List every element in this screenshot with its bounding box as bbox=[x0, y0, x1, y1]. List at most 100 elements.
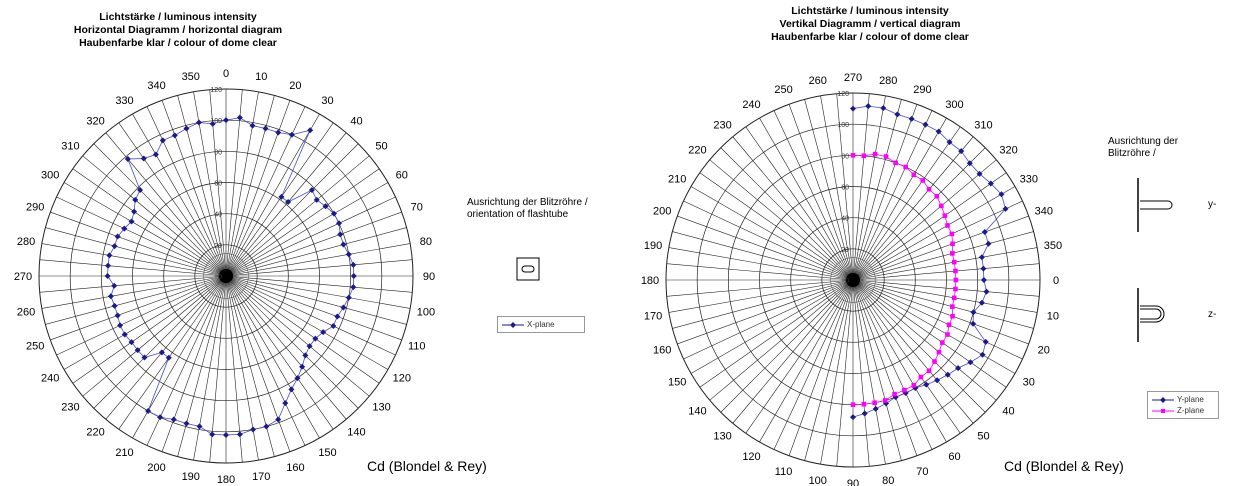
data-point-x-plane bbox=[137, 187, 144, 194]
angle-tick-label: 160 bbox=[653, 344, 671, 356]
angle-tick-label: 160 bbox=[286, 462, 304, 474]
data-point-z-plane bbox=[945, 332, 950, 337]
angle-tick-label: 190 bbox=[182, 471, 200, 483]
radial-tick-label: 0 bbox=[218, 274, 222, 281]
data-point-z-plane bbox=[932, 359, 937, 364]
angle-tick-label: 120 bbox=[742, 451, 760, 463]
data-point-z-plane bbox=[911, 382, 917, 388]
data-point-z-plane bbox=[950, 251, 955, 256]
angle-tick-label: 140 bbox=[347, 427, 365, 439]
data-point-z-plane bbox=[926, 368, 932, 374]
radial-tick-label: 40 bbox=[841, 216, 849, 223]
data-point-x-plane bbox=[306, 343, 313, 350]
data-point-x-plane bbox=[275, 129, 282, 136]
data-point-x-plane bbox=[124, 156, 131, 163]
grid-ring bbox=[132, 182, 320, 370]
data-point-x-plane bbox=[275, 416, 282, 423]
data-point-x-plane bbox=[131, 208, 138, 215]
radial-tick-label: 20 bbox=[841, 247, 849, 254]
left-title-line-1: Lichtstärke / luminous intensity bbox=[99, 11, 257, 23]
data-point-x-plane bbox=[320, 329, 327, 336]
data-point-x-plane bbox=[334, 313, 341, 320]
data-point-x-plane bbox=[170, 416, 177, 423]
angle-tick-label: 230 bbox=[61, 401, 79, 413]
angle-tick-label: 350 bbox=[1044, 240, 1062, 252]
radial-tick-label: 60 bbox=[214, 181, 222, 188]
angle-tick-label: 250 bbox=[26, 340, 44, 352]
data-point-z-plane bbox=[850, 153, 856, 158]
radial-tick-label: 120 bbox=[837, 91, 849, 98]
data-point-x-plane bbox=[312, 335, 319, 342]
data-point-y-plane bbox=[979, 351, 986, 358]
data-point-x-plane bbox=[302, 352, 309, 359]
data-point-x-plane bbox=[288, 386, 295, 393]
data-point-z-plane bbox=[920, 178, 926, 183]
radial-tick-label: 40 bbox=[214, 212, 222, 219]
data-point-z-plane bbox=[950, 304, 955, 309]
right-title-line-3: Haubenfarbe klar / colour of dome clear bbox=[771, 31, 969, 43]
data-point-x-plane bbox=[111, 282, 118, 289]
data-point-y-plane bbox=[944, 371, 951, 378]
angle-tick-label: 60 bbox=[396, 170, 408, 182]
radial-tick-label: 120 bbox=[210, 87, 222, 94]
data-point-y-plane bbox=[850, 105, 856, 112]
angle-tick-label: 130 bbox=[372, 401, 390, 413]
data-point-x-plane bbox=[171, 132, 178, 139]
angle-tick-label: 140 bbox=[688, 405, 706, 417]
left-title-line-3: Haubenfarbe klar / colour of dome clear bbox=[79, 37, 277, 49]
angle-tick-label: 0 bbox=[1053, 275, 1059, 287]
data-point-z-plane bbox=[883, 154, 889, 159]
data-point-x-plane bbox=[106, 252, 113, 259]
data-point-z-plane bbox=[892, 391, 897, 397]
data-point-x-plane bbox=[345, 251, 352, 258]
left-chart-title: Lichtstärke / luminous intensity Horizon… bbox=[58, 11, 298, 50]
data-point-x-plane bbox=[263, 423, 270, 430]
angle-tick-label: 220 bbox=[688, 145, 706, 157]
grid-ring bbox=[696, 123, 1010, 437]
data-point-x-plane bbox=[307, 127, 314, 134]
angle-tick-label: 180 bbox=[217, 474, 235, 486]
data-point-y-plane bbox=[946, 139, 953, 146]
flashtube-z-icon bbox=[1137, 288, 1165, 342]
radial-tick-label: 100 bbox=[837, 122, 849, 129]
legend-label-z-plane: Z-plane bbox=[1177, 406, 1205, 415]
angle-tick-label: 310 bbox=[61, 141, 79, 153]
data-point-x-plane bbox=[294, 375, 301, 382]
angle-tick-label: 190 bbox=[644, 240, 662, 252]
data-point-x-plane bbox=[132, 196, 139, 203]
data-point-y-plane bbox=[908, 115, 915, 122]
angle-tick-label: 110 bbox=[775, 466, 793, 478]
grid-ring bbox=[665, 92, 1041, 468]
angle-tick-label: 130 bbox=[713, 431, 731, 443]
data-point-x-plane bbox=[121, 331, 128, 338]
angle-tick-label: 170 bbox=[252, 471, 270, 483]
data-point-y-plane bbox=[935, 128, 942, 135]
data-point-z-plane bbox=[939, 203, 944, 209]
data-point-x-plane bbox=[157, 414, 164, 421]
data-point-y-plane bbox=[980, 265, 987, 272]
center-hub bbox=[846, 273, 860, 287]
data-point-y-plane bbox=[872, 405, 879, 412]
data-point-y-plane bbox=[958, 148, 965, 155]
data-point-x-plane bbox=[111, 243, 118, 250]
data-point-z-plane bbox=[918, 374, 924, 380]
data-point-z-plane bbox=[953, 268, 958, 274]
data-point-z-plane bbox=[942, 213, 948, 218]
z-axis-tag: z- bbox=[1208, 309, 1217, 320]
data-point-z-plane bbox=[893, 160, 898, 166]
data-point-x-plane bbox=[165, 354, 172, 361]
data-point-z-plane bbox=[903, 164, 908, 170]
angle-tick-label: 100 bbox=[809, 475, 827, 486]
data-point-z-plane bbox=[850, 402, 856, 407]
data-point-z-plane bbox=[911, 172, 917, 178]
data-point-x-plane bbox=[340, 304, 347, 311]
data-point-x-plane bbox=[183, 125, 190, 132]
data-point-x-plane bbox=[141, 354, 148, 361]
angle-tick-label: 280 bbox=[879, 75, 897, 87]
data-point-x-plane bbox=[134, 347, 141, 354]
data-point-x-plane bbox=[104, 273, 111, 279]
data-point-z-plane bbox=[951, 259, 957, 265]
angle-tick-label: 340 bbox=[1035, 206, 1053, 218]
left-orientation-label: Ausrichtung der Blitzröhre / orientation… bbox=[467, 197, 588, 221]
